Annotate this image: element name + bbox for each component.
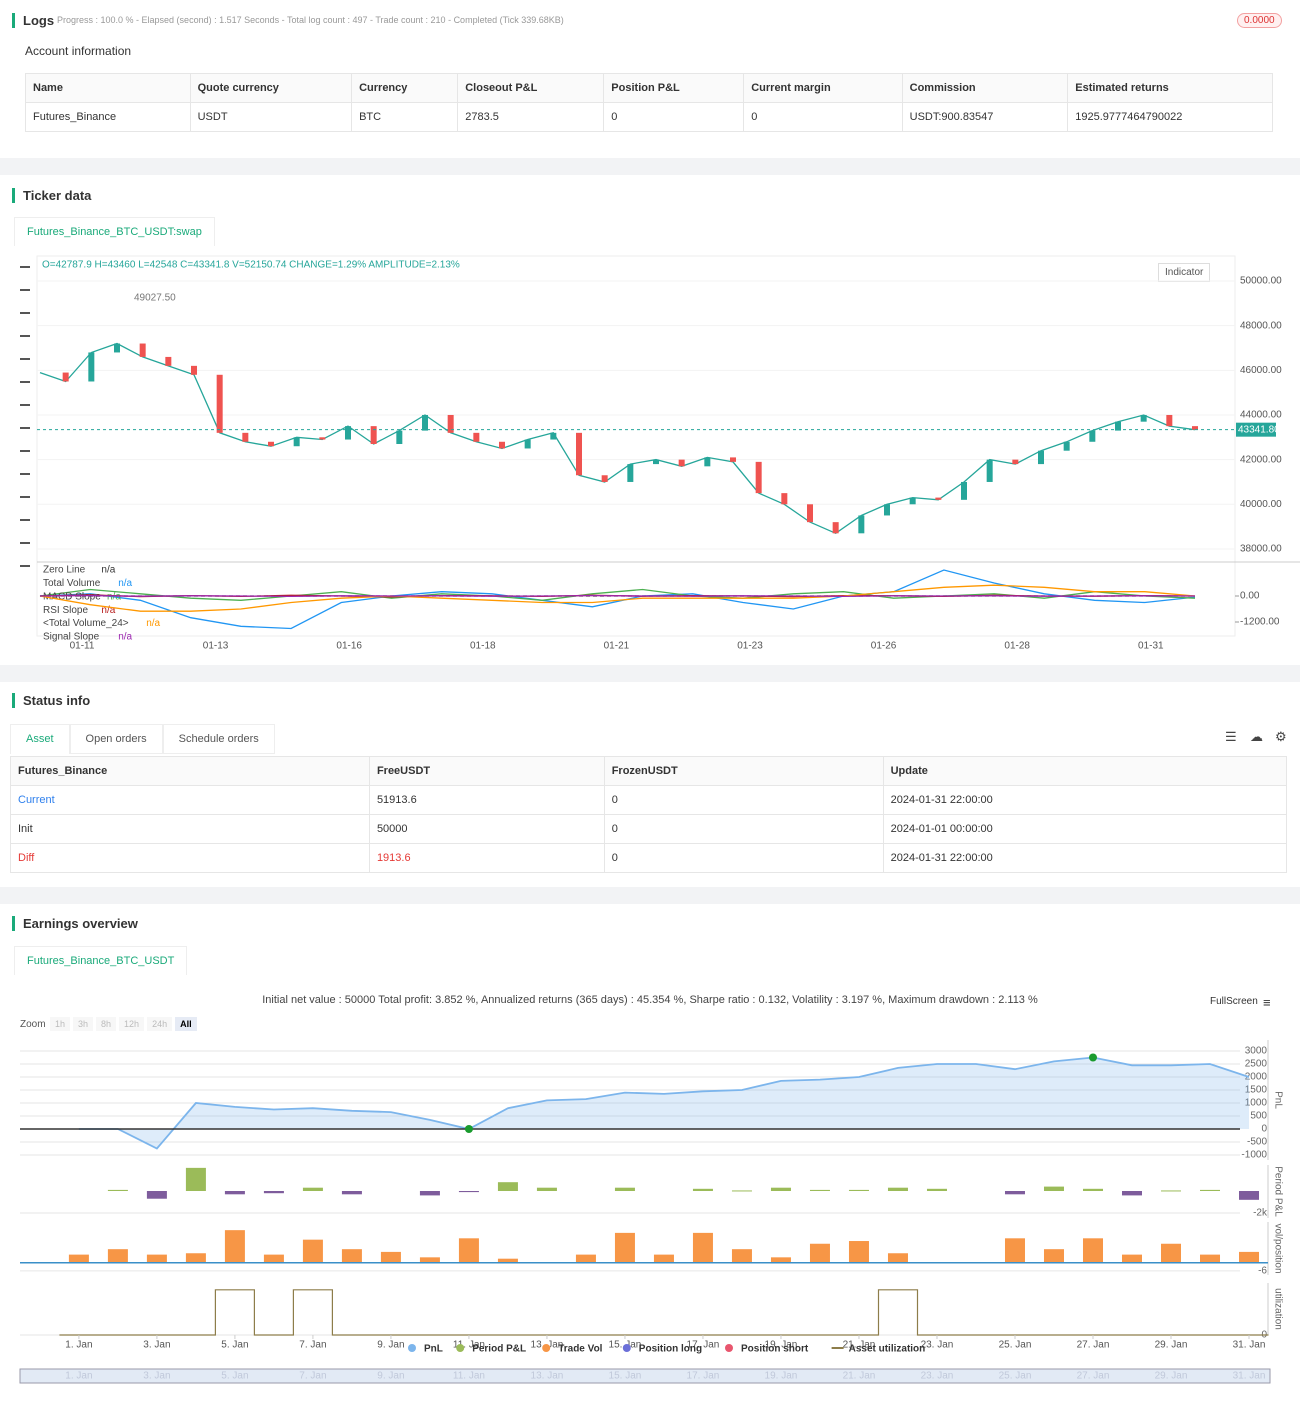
zoom-buttons: 1h 3h 8h 12h 24h All bbox=[50, 1017, 197, 1031]
tab[interactable]: Asset bbox=[10, 724, 70, 754]
row: Diff 1913.6 0 2024-01-31 22:00:00 bbox=[10, 843, 1288, 873]
zoom-label: Zoom bbox=[20, 1019, 46, 1030]
header-cell: FrozenUSDT bbox=[603, 756, 884, 786]
cell: Init bbox=[10, 814, 370, 844]
cell: 50000 bbox=[368, 814, 605, 844]
zoom-button[interactable]: All bbox=[175, 1017, 197, 1031]
zoom-button[interactable]: 24h bbox=[147, 1017, 173, 1031]
ticker-section: Ticker data Futures_Binance_BTC_USDT:swa… bbox=[0, 175, 1300, 665]
header-cell: FreeUSDT bbox=[368, 756, 605, 786]
header-cell: Update bbox=[882, 756, 1288, 786]
row: Current 51913.6 0 2024-01-31 22:00:00 bbox=[10, 785, 1288, 815]
cell: 0 bbox=[603, 843, 884, 873]
cell: Diff bbox=[10, 843, 370, 873]
icon[interactable]: ⚙ bbox=[1275, 729, 1287, 744]
status-table: Futures_Binance FreeUSDT FrozenUSDT Update C… bbox=[10, 756, 1288, 873]
menu-icon[interactable]: ≡ bbox=[1263, 995, 1271, 1010]
earnings-tab[interactable]: Futures_Binance_BTC_USDT bbox=[14, 946, 188, 975]
icon[interactable]: ☰ bbox=[1225, 729, 1237, 744]
header-row: Name Quote currency Currency Closeout P&L Po… bbox=[25, 73, 1273, 103]
cell: USDT bbox=[189, 102, 353, 132]
indicator-button[interactable]: Indicator bbox=[1158, 263, 1211, 282]
cell: 0 bbox=[743, 102, 903, 132]
header-cell: Estimated returns bbox=[1067, 73, 1273, 103]
icon[interactable]: ☁ bbox=[1250, 729, 1263, 744]
cell: Current bbox=[10, 785, 370, 815]
header-row: Futures_Binance FreeUSDT FrozenUSDT Update bbox=[10, 756, 1288, 786]
zoom-button[interactable]: 8h bbox=[96, 1017, 117, 1031]
status-tabs: Asset Open orders Schedule orders bbox=[10, 724, 275, 754]
cell: 2783.5 bbox=[457, 102, 605, 132]
earnings-title: Earnings overview bbox=[12, 916, 138, 931]
cell: 2024-01-01 00:00:00 bbox=[882, 814, 1288, 844]
zoom-button[interactable]: 1h bbox=[50, 1017, 71, 1031]
row: Futures_Binance USDT BTC 2783.5 0 0 USDT:900.8… bbox=[25, 102, 1273, 132]
tab[interactable]: Open orders bbox=[69, 724, 163, 754]
zoom-button[interactable]: 12h bbox=[119, 1017, 145, 1031]
cell: BTC bbox=[351, 102, 459, 132]
badge: 0.0000 bbox=[1237, 13, 1282, 28]
header-cell: Currency bbox=[351, 73, 459, 103]
logs-title: Logs bbox=[12, 13, 54, 28]
logs-section: Logs Progress : 100.0 % - Elapsed (secon… bbox=[0, 0, 1300, 158]
account-title: Account information bbox=[25, 44, 132, 58]
cell: 1925.9777464790022 bbox=[1067, 102, 1273, 132]
ticker-tab[interactable]: Futures_Binance_BTC_USDT:swap bbox=[14, 217, 215, 246]
earnings-section: Earnings overview Futures_Binance_BTC_US… bbox=[0, 904, 1300, 1405]
header-cell: Position P&L bbox=[603, 73, 745, 103]
cell: 1913.6 bbox=[368, 843, 605, 873]
cell: 2024-01-31 22:00:00 bbox=[882, 843, 1288, 873]
status-title: Status info bbox=[12, 693, 90, 708]
header-cell: Name bbox=[25, 73, 191, 103]
zoom-button[interactable]: 3h bbox=[73, 1017, 94, 1031]
tab[interactable]: Schedule orders bbox=[162, 724, 275, 754]
cell: Futures_Binance bbox=[25, 102, 191, 132]
cell: 0 bbox=[603, 102, 745, 132]
header-cell: Current margin bbox=[743, 73, 903, 103]
cell: 51913.6 bbox=[368, 785, 605, 815]
header-cell: Quote currency bbox=[189, 73, 353, 103]
header-cell: Commission bbox=[901, 73, 1069, 103]
summary: Initial net value : 50000 Total profit: … bbox=[262, 994, 1038, 1006]
header-cell: Closeout P&L bbox=[457, 73, 605, 103]
fullscreen[interactable]: FullScreen bbox=[1210, 996, 1258, 1007]
progress: Progress : 100.0 % - Elapsed (second) : … bbox=[57, 15, 564, 25]
status-section: Status info Asset Open orders Schedule ord… bbox=[0, 682, 1300, 887]
ticker-title: Ticker data bbox=[12, 188, 91, 203]
cell: 2024-01-31 22:00:00 bbox=[882, 785, 1288, 815]
cell: 0 bbox=[603, 785, 884, 815]
account-table: Name Quote currency Currency Closeout P&L Po… bbox=[25, 73, 1273, 132]
cell: 0 bbox=[603, 814, 884, 844]
header-cell: Futures_Binance bbox=[10, 756, 370, 786]
cell: USDT:900.83547 bbox=[901, 102, 1069, 132]
row: Init 50000 0 2024-01-01 00:00:00 bbox=[10, 814, 1288, 844]
